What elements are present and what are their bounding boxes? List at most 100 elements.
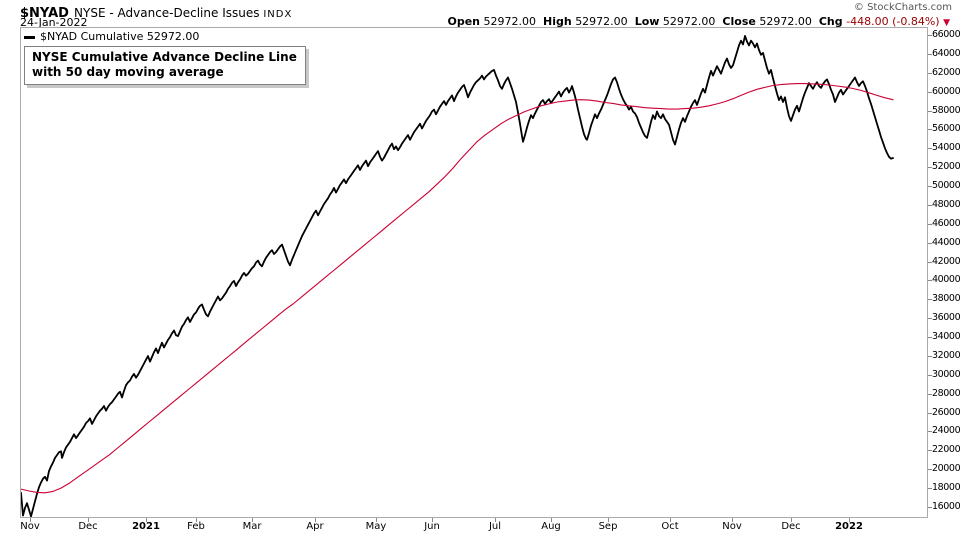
y-tick-label: 56000 [932,123,960,134]
x-tick-mark [315,518,316,522]
y-tick-label: 36000 [932,312,960,323]
y-tick-label: 48000 [932,199,960,210]
y-tick-label: 18000 [932,482,960,493]
x-tick-label: Nov [722,521,742,532]
y-tick-label: 40000 [932,274,960,285]
x-tick-label: Sep [598,521,618,532]
y-tick-mark [928,488,932,489]
y-tick-label: 20000 [932,463,960,474]
y-tick-mark [928,224,932,225]
y-tick-mark [928,35,932,36]
ohlc-summary: Open 52972.00 High 52972.00 Low 52972.00… [447,15,950,28]
low-value: 52972.00 [662,15,716,28]
price-chart-canvas [21,35,894,517]
y-tick-label: 60000 [932,86,960,97]
y-tick-mark [928,243,932,244]
y-tick-mark [928,413,932,414]
x-tick-mark [252,518,253,522]
close-value: 52972.00 [759,15,812,28]
annotation-box: NYSE Cumulative Advance Decline Line wit… [24,46,306,85]
ma50-line [21,83,894,494]
y-tick-mark [928,280,932,281]
y-tick-label: 42000 [932,256,960,267]
x-tick-label: Feb [187,521,205,532]
y-tick-label: 34000 [932,331,960,342]
y-tick-mark [928,186,932,187]
stockcharts-watermark: © StockCharts.com [853,2,952,13]
x-tick-label: 2021 [132,521,160,532]
chart-date: 24-Jan-2022 [20,16,88,29]
y-tick-label: 62000 [932,67,960,78]
x-tick-mark [30,518,31,522]
legend-label: $NYAD Cumulative 52972.00 [40,30,200,43]
y-tick-label: 26000 [932,407,960,418]
y-tick-mark [928,450,932,451]
symbol-name: NYSE - Advance-Decline Issues [74,6,260,20]
y-tick-mark [928,431,932,432]
symbol-label: $NYAD [20,6,69,21]
x-tick-mark [732,518,733,522]
exchange-label: INDX [263,9,293,20]
y-tick-label: 52000 [932,161,960,172]
chart-plot-area [20,27,928,518]
y-tick-mark [928,356,932,357]
y-tick-label: 66000 [932,29,960,40]
y-tick-mark [928,375,932,376]
x-tick-mark [432,518,433,522]
y-tick-mark [928,262,932,263]
y-tick-mark [928,73,932,74]
open-label: Open [447,15,480,28]
x-tick-label: Jul [488,521,502,532]
annotation-line1: NYSE Cumulative Advance Decline Line [32,50,297,64]
x-tick-label: Jun [424,521,440,532]
cumulative-ad-line [21,35,894,517]
x-tick-mark [608,518,609,522]
y-tick-label: 24000 [932,425,960,436]
x-tick-label: 2022 [835,521,863,532]
x-tick-label: Oct [661,521,679,532]
y-tick-label: 64000 [932,48,960,59]
x-tick-mark [376,518,377,522]
x-tick-label: Dec [781,521,801,532]
y-tick-mark [928,205,932,206]
y-tick-mark [928,54,932,55]
high-value: 52972.00 [575,15,628,28]
x-tick-label: May [365,521,387,532]
y-tick-label: 58000 [932,105,960,116]
y-tick-mark [928,394,932,395]
y-tick-label: 30000 [932,369,960,380]
y-tick-label: 44000 [932,237,960,248]
y-tick-mark [928,469,932,470]
y-tick-label: 22000 [932,444,960,455]
y-tick-mark [928,337,932,338]
x-tick-label: Apr [306,521,324,532]
annotation-line2: with 50 day moving average [32,65,224,79]
y-tick-label: 16000 [932,501,960,512]
legend-line-swatch [24,36,35,39]
x-tick-mark [849,518,850,522]
y-tick-label: 54000 [932,142,960,153]
y-tick-label: 38000 [932,293,960,304]
x-tick-mark [495,518,496,522]
x-tick-mark [670,518,671,522]
x-tick-mark [551,518,552,522]
x-tick-label: Dec [78,521,98,532]
open-value: 52972.00 [483,15,537,28]
x-tick-label: Mar [242,521,262,532]
x-tick-mark [146,518,147,522]
x-tick-mark [791,518,792,522]
y-tick-label: 50000 [932,180,960,191]
y-tick-mark [928,318,932,319]
x-tick-label: Aug [541,521,561,532]
chg-label: Chg [818,15,843,28]
y-tick-mark [928,92,932,93]
chart-title: $NYAD NYSE - Advance-Decline Issues INDX [20,2,292,21]
y-tick-label: 46000 [932,218,960,229]
y-tick-mark [928,507,932,508]
y-tick-mark [928,129,932,130]
x-tick-mark [196,518,197,522]
chg-value: -448.00 (-0.84%) [846,15,940,28]
low-label: Low [634,15,660,28]
high-label: High [543,15,572,28]
